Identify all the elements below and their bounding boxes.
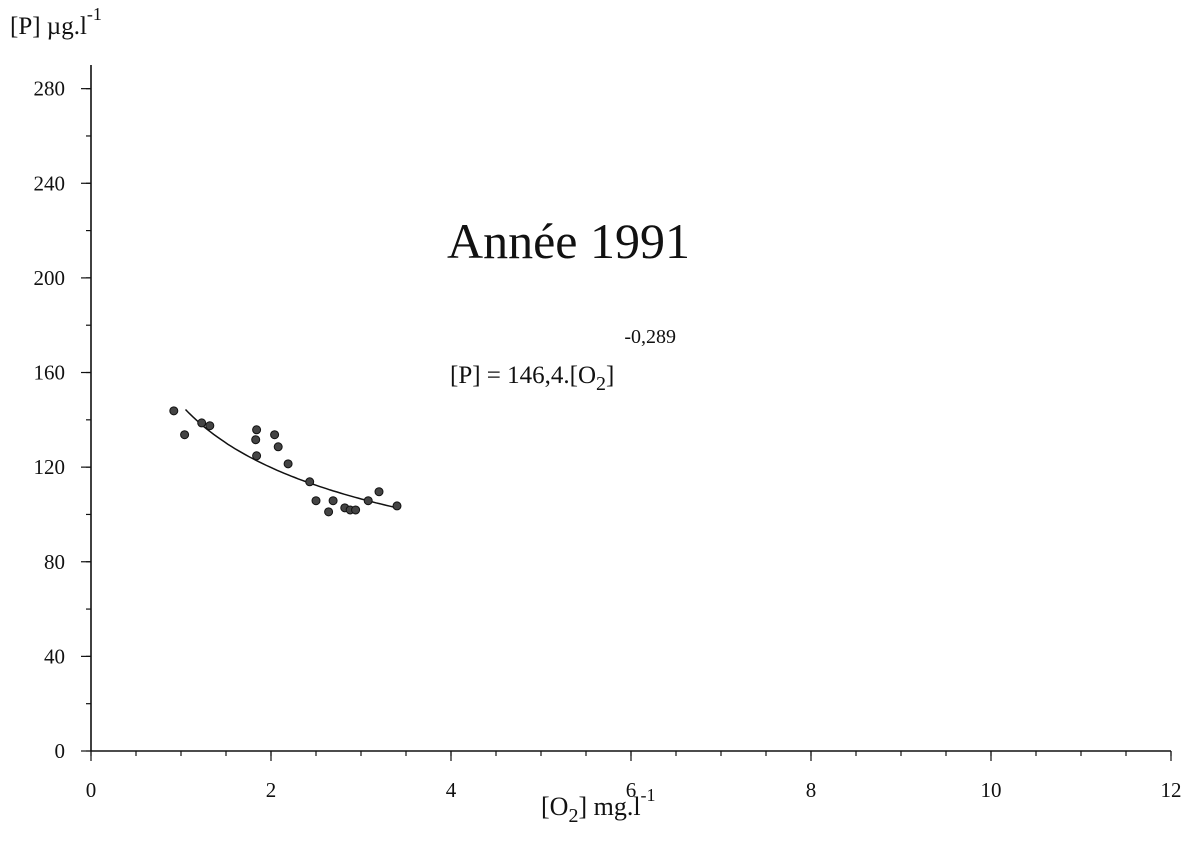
x-tick-label: 4 (446, 778, 457, 802)
point (283, 459, 293, 469)
x-tick-label: 0 (86, 778, 97, 802)
point (328, 496, 338, 506)
x-label-text: ] mg.l (578, 792, 640, 821)
y-tick-label: 80 (44, 550, 65, 574)
point (252, 425, 262, 435)
y-tick-label: 280 (34, 77, 66, 101)
x-label-exponent: -1 (641, 785, 656, 805)
equation-text: ] (606, 362, 614, 389)
point (169, 406, 179, 416)
point (180, 430, 190, 440)
y-tick-label: 120 (34, 455, 66, 479)
point (270, 430, 280, 440)
point (205, 421, 215, 431)
point (311, 496, 321, 506)
equation-exponent: -0,289 (624, 326, 676, 348)
point (374, 487, 384, 497)
point (392, 501, 402, 511)
point (252, 451, 262, 461)
y-label-exponent: -1 (87, 4, 102, 24)
x-tick-label: 8 (806, 778, 817, 802)
x-tick-label: 2 (266, 778, 277, 802)
fit-curve (184, 408, 398, 509)
point (351, 505, 361, 515)
equation-text: [P] = 146,4.[O (450, 362, 596, 389)
x-axis-label: [O2] mg.l-1 (541, 785, 656, 827)
point (197, 418, 207, 428)
y-tick-label: 0 (55, 739, 66, 763)
y-tick-label: 160 (34, 361, 66, 385)
y-axis-label: [P] µg.l-1 (10, 4, 102, 40)
y-tick-label: 240 (34, 171, 66, 195)
equation: [P] = 146,4.[O2] -0,289 (450, 326, 676, 395)
y-tick-label: 200 (34, 266, 66, 290)
point (363, 496, 373, 506)
equation-subscript: 2 (596, 373, 606, 395)
y-label-text: [P] µg.l (10, 13, 87, 40)
x-label-subscript: 2 (568, 805, 578, 827)
point (273, 442, 283, 452)
point (305, 477, 315, 487)
x-tick-label: 12 (1161, 778, 1182, 802)
chart-title: Année 1991 (447, 213, 690, 269)
y-tick-label: 40 (44, 644, 65, 668)
x-tick-label: 6 (626, 778, 637, 802)
point (251, 435, 261, 445)
x-label-text: [O (541, 792, 568, 821)
x-tick-label: 10 (981, 778, 1002, 802)
point (324, 507, 334, 517)
